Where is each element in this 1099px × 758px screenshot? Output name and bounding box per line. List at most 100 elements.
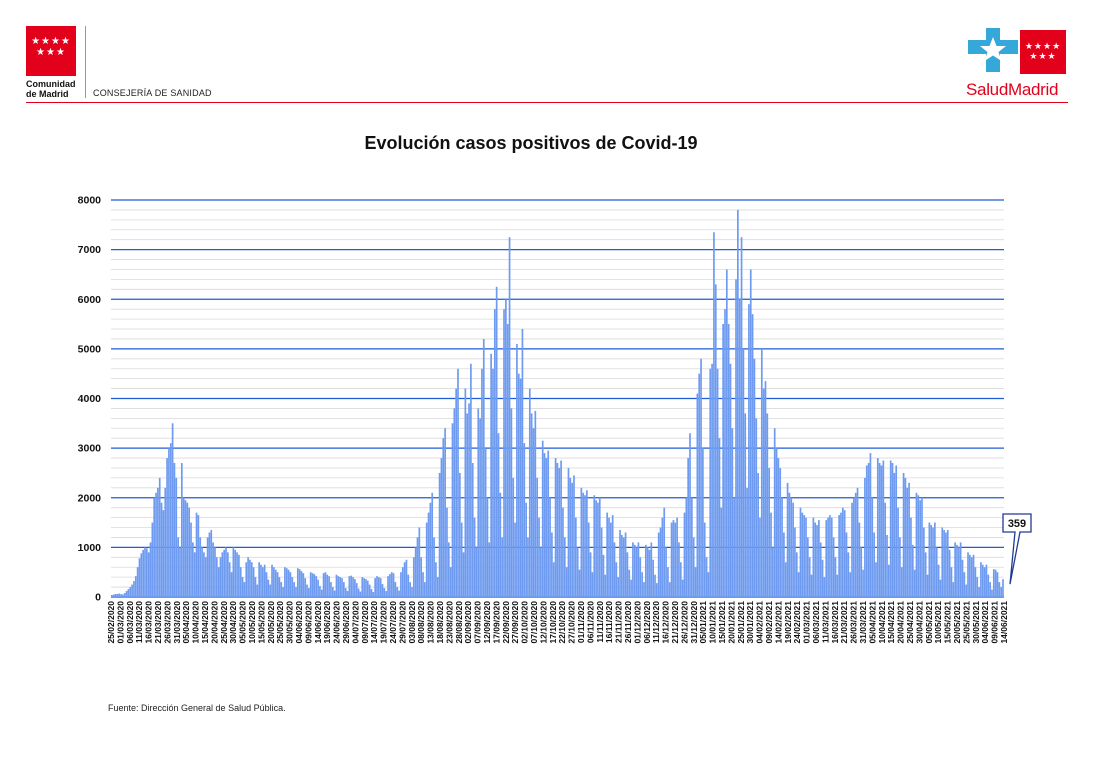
x-tick-label: 15/05/2021 <box>943 601 953 644</box>
bar <box>510 408 513 597</box>
bar <box>123 593 126 597</box>
bar <box>911 544 914 597</box>
bar <box>540 547 542 597</box>
bar <box>895 465 898 597</box>
bar <box>541 440 544 597</box>
bar <box>425 522 428 597</box>
bar <box>668 582 671 597</box>
x-tick-label: 06/03/2021 <box>811 601 821 644</box>
bar <box>569 477 572 597</box>
bar <box>597 502 599 597</box>
bar <box>709 368 712 597</box>
bar <box>661 517 664 597</box>
bar <box>843 510 846 597</box>
bar <box>681 579 684 597</box>
x-tick-label: 01/12/2020 <box>632 601 642 644</box>
bar <box>473 517 476 597</box>
bar <box>363 578 365 597</box>
bar <box>794 527 796 597</box>
bar <box>554 458 557 597</box>
x-tick-label: 04/07/2020 <box>350 601 360 644</box>
bar <box>155 492 157 597</box>
x-tick-label: 05/04/2020 <box>181 601 191 644</box>
bar <box>199 537 202 597</box>
bar <box>884 502 887 597</box>
bar <box>260 564 262 597</box>
bar <box>659 527 662 597</box>
bar <box>644 544 647 597</box>
bar <box>560 460 562 597</box>
bar <box>208 532 211 597</box>
bar <box>308 588 310 597</box>
bar <box>976 577 979 597</box>
bar <box>291 577 294 597</box>
bar <box>714 284 717 597</box>
bar <box>379 578 382 597</box>
x-tick-label: 11/03/2020 <box>134 601 144 643</box>
bar <box>250 562 253 597</box>
bar <box>481 368 483 597</box>
bar <box>772 547 774 597</box>
x-tick-label: 25/05/2021 <box>961 601 971 644</box>
bar <box>377 577 380 597</box>
bar <box>506 324 509 597</box>
bar <box>924 552 927 597</box>
x-tick-label: 11/03/2021 <box>820 601 830 643</box>
bar <box>296 568 299 597</box>
bar <box>934 522 936 597</box>
bar <box>904 477 907 597</box>
latest-value-callout: 359 <box>1002 513 1032 585</box>
bar <box>252 567 255 597</box>
bar <box>543 453 546 597</box>
bar <box>418 527 421 597</box>
bar <box>718 438 721 597</box>
y-tick-label: 6000 <box>78 294 102 306</box>
bar <box>422 572 424 597</box>
bar <box>160 502 163 597</box>
bar <box>989 582 991 597</box>
bar <box>851 502 853 597</box>
bar <box>552 562 555 597</box>
bar <box>306 584 308 597</box>
bar <box>873 532 875 597</box>
bar <box>523 443 526 597</box>
y-tick-label: 2000 <box>78 492 102 504</box>
bar <box>582 492 585 597</box>
bar <box>326 574 329 597</box>
bar <box>921 497 923 597</box>
bar <box>392 573 395 597</box>
comunidad-de-madrid-logo: ★★★★ ★★★ <box>26 26 76 76</box>
bar <box>302 573 305 597</box>
bar <box>814 522 817 597</box>
bar <box>144 547 146 597</box>
bar <box>781 497 783 597</box>
bar <box>503 309 505 597</box>
x-tick-label: 09/06/2021 <box>990 601 1000 644</box>
seven-stars-red-flag-icon: ★★★★ ★★★ <box>31 36 71 58</box>
source-note: Fuente: Dirección General de Salud Públi… <box>108 703 286 713</box>
bar <box>359 591 362 597</box>
bar <box>965 584 968 597</box>
bar <box>293 582 295 597</box>
bar <box>830 517 833 597</box>
bar <box>449 567 452 597</box>
bar <box>309 572 312 597</box>
bar <box>889 460 892 597</box>
bar <box>192 542 194 597</box>
x-tick-label: 06/11/2020 <box>585 601 595 643</box>
bar <box>254 577 257 597</box>
bar <box>258 562 260 597</box>
bar <box>841 507 844 597</box>
bar <box>232 547 235 597</box>
bar <box>737 209 739 598</box>
bar <box>381 584 384 597</box>
x-tick-label: 10/01/2021 <box>708 601 718 644</box>
bar <box>328 576 330 597</box>
bar <box>864 477 866 597</box>
bar <box>495 286 498 597</box>
bar <box>847 552 850 597</box>
bar <box>646 547 649 597</box>
bar <box>177 537 179 597</box>
bar <box>210 530 213 597</box>
x-tick-label: 01/03/2021 <box>802 601 812 644</box>
